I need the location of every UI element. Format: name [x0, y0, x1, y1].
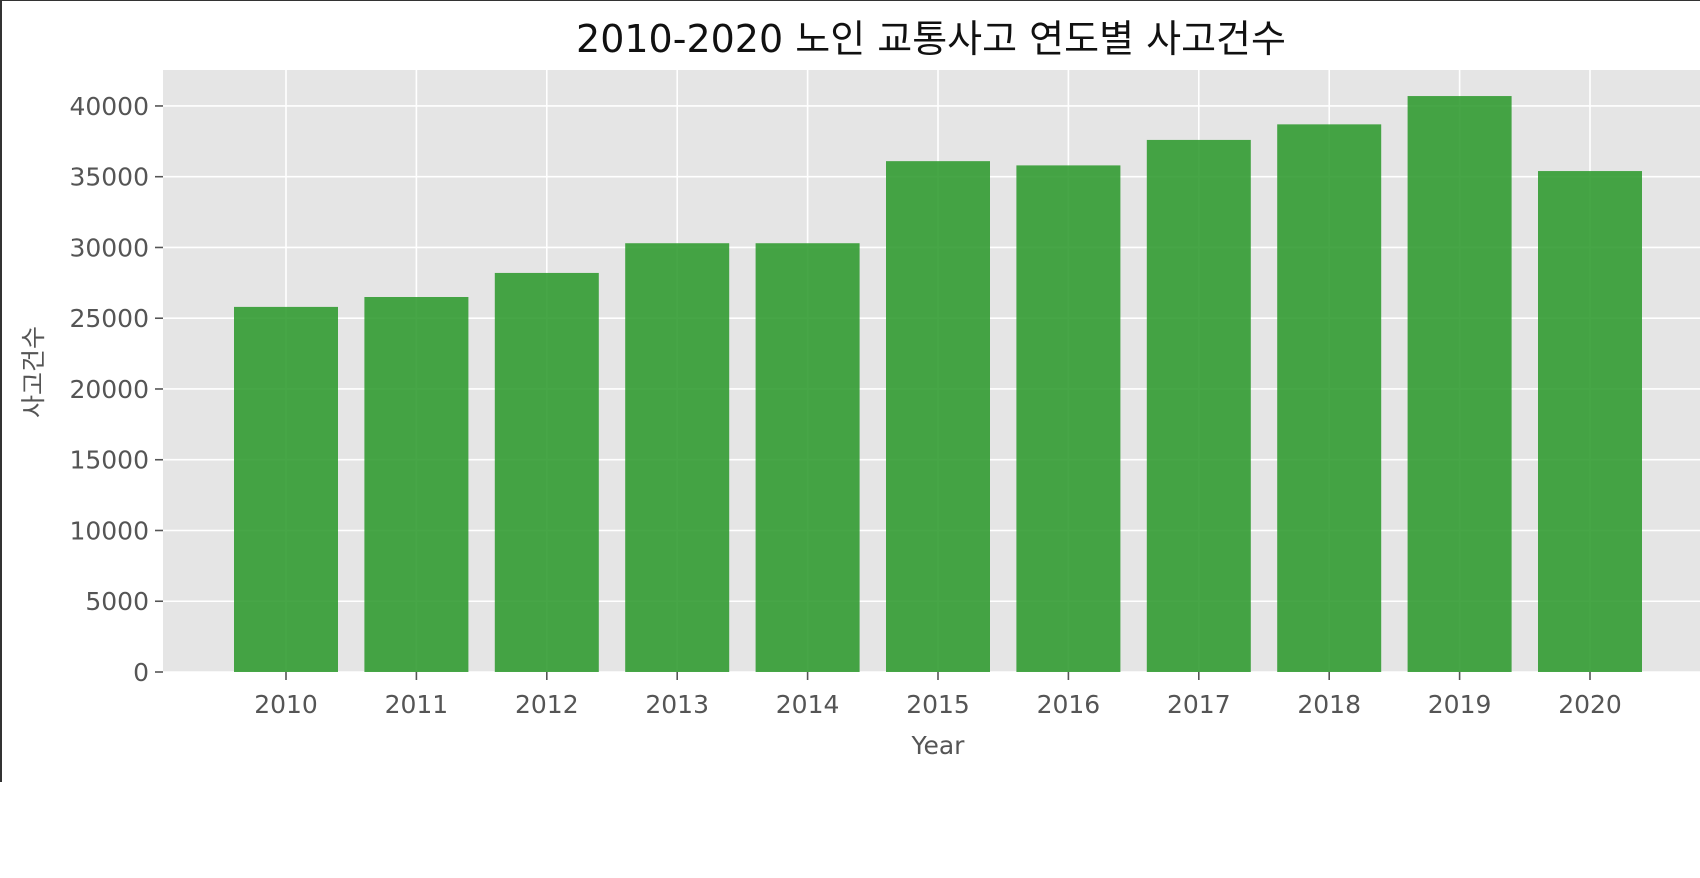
x-tick-label: 2010	[254, 690, 318, 719]
x-axis-label: Year	[911, 731, 966, 760]
y-tick-label: 40000	[69, 92, 149, 121]
x-tick-label: 2018	[1297, 690, 1361, 719]
x-axis: 2010 2011 2012 2013 2014 2015 2016 2017 2018 2019…	[254, 672, 1622, 719]
figure-left-border	[0, 0, 2, 782]
y-tick-label: 35000	[69, 163, 149, 192]
bar-2017	[1146, 139, 1251, 673]
bar-2010	[234, 306, 338, 672]
x-tick-label: 2012	[515, 690, 579, 719]
chart-title: 2010-2020 노인 교통사고 연도별 사고건수	[576, 17, 1286, 61]
bar-2015	[886, 161, 990, 672]
bar-2013	[625, 243, 730, 672]
bar-2014	[755, 243, 860, 672]
bar-2016	[1016, 165, 1121, 672]
y-tick-label: 10000	[69, 516, 149, 545]
bars	[234, 96, 1642, 673]
y-tick-label: 20000	[69, 375, 149, 404]
y-tick-label: 30000	[69, 233, 149, 262]
y-axis-label: 사고건수	[19, 326, 48, 418]
y-tick-label: 0	[133, 658, 149, 687]
y-tick-label: 25000	[69, 304, 149, 333]
y-tick-label: 5000	[85, 587, 149, 616]
bar-2018	[1277, 124, 1382, 672]
bar-2019	[1407, 96, 1512, 672]
x-tick-label: 2015	[906, 690, 970, 719]
x-tick-label: 2019	[1428, 690, 1492, 719]
x-tick-label: 2013	[645, 690, 709, 719]
bar-2020	[1538, 171, 1642, 672]
x-tick-label: 2011	[385, 690, 449, 719]
y-axis: 0 5000 10000 15000 20000 25000 30000 35000 40000	[69, 92, 163, 687]
y-tick-label: 15000	[69, 446, 149, 475]
figure-top-border	[0, 0, 1700, 1]
x-tick-label: 2014	[776, 690, 840, 719]
bar-2011	[364, 296, 469, 672]
x-tick-label: 2017	[1167, 690, 1231, 719]
bar-2012	[494, 272, 599, 672]
x-tick-label: 2016	[1037, 690, 1101, 719]
x-tick-label: 2020	[1558, 690, 1622, 719]
